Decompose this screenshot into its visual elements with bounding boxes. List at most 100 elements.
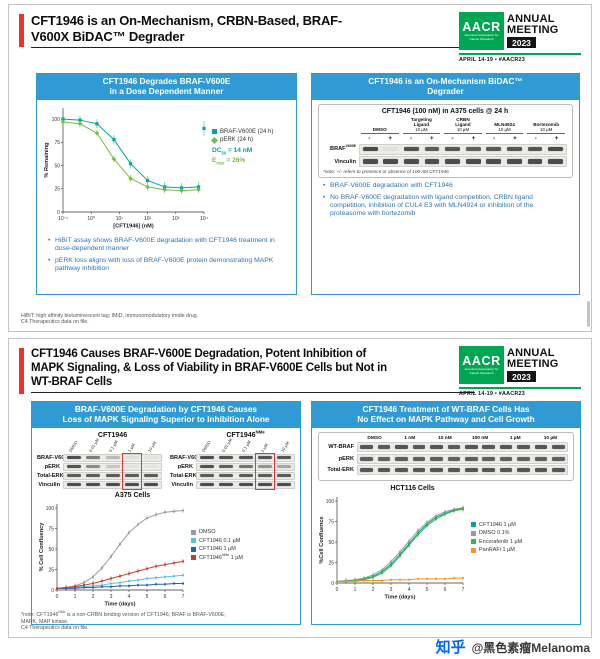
blot-lane bbox=[393, 443, 410, 451]
blot-lane bbox=[142, 473, 161, 479]
blot-lane bbox=[428, 443, 445, 451]
svg-text:10⁰: 10⁰ bbox=[87, 216, 95, 222]
legend-item: CFT1946 1 µM bbox=[471, 522, 575, 528]
panel-body: CFT1946 (100 nM) in A375 cells @ 24 h DM… bbox=[312, 100, 579, 294]
group-label-line: Ligand bbox=[413, 121, 430, 127]
blot-band bbox=[277, 465, 292, 469]
legend-swatch bbox=[191, 555, 196, 561]
svg-text:% Remaining: % Remaining bbox=[44, 141, 50, 177]
blot-row-label: BRAF-V600E bbox=[37, 454, 72, 461]
blot-band bbox=[447, 456, 461, 461]
blot-lane bbox=[216, 455, 235, 461]
blot-lane bbox=[393, 466, 410, 474]
blot-band bbox=[144, 465, 159, 469]
blot-band bbox=[486, 146, 502, 152]
blot-row: BRAF-V600E bbox=[37, 454, 162, 462]
lane-label-text: 1 µM bbox=[127, 441, 137, 453]
panel-header-line: CFT1946 Degrades BRAF-V600E bbox=[102, 76, 231, 86]
blot-group-label: DMSO bbox=[361, 117, 399, 134]
blot-band bbox=[552, 456, 565, 461]
svg-text:0: 0 bbox=[51, 588, 54, 594]
svg-text:% Cell Confluency: % Cell Confluency bbox=[39, 522, 45, 572]
blot-row-label: Total-ERK bbox=[327, 467, 354, 474]
blot-row-label: Vinculin bbox=[38, 481, 60, 488]
blot-lane bbox=[515, 455, 532, 463]
blot-lane bbox=[445, 443, 462, 451]
scrollbar-thumb[interactable] bbox=[587, 301, 590, 327]
slide-2: CFT1946 Causes BRAF-V600E Degradation, P… bbox=[8, 338, 592, 638]
blot-strip bbox=[359, 156, 567, 167]
svg-text:100: 100 bbox=[52, 117, 61, 123]
blot-row-label: pERK bbox=[177, 463, 193, 470]
aacr-year-badge: 2023 bbox=[507, 371, 536, 382]
group-label-line: CRBN bbox=[456, 116, 470, 122]
blot-band bbox=[105, 474, 120, 478]
svg-text:25: 25 bbox=[328, 560, 334, 566]
blot-band bbox=[199, 465, 214, 469]
aacr-divider bbox=[459, 386, 581, 389]
blot-band bbox=[447, 445, 461, 450]
svg-text:100: 100 bbox=[326, 498, 335, 504]
blot-conc-label: 1 µM bbox=[509, 435, 521, 441]
blot-band bbox=[277, 456, 292, 460]
aacr-logo-mark: AACR American Association for Cancer Res… bbox=[459, 346, 504, 384]
slide1-header: CFT1946 is an On-Mechanism, CRBN-Based, … bbox=[9, 5, 591, 63]
svg-text:5: 5 bbox=[146, 594, 149, 600]
svg-text:%Cell Confluence: %Cell Confluence bbox=[319, 516, 325, 563]
watermark-handle: @黑色素瘤Melanoma bbox=[471, 641, 590, 655]
legend-item: DMSO bbox=[191, 529, 295, 535]
legend-item: pERK (24 h) bbox=[210, 136, 291, 144]
bullet-item: HiBiT assay shows BRAF-V600E degradation… bbox=[48, 237, 287, 253]
legend-item: DMSO 0.1% bbox=[471, 530, 575, 536]
svg-text:10⁴: 10⁴ bbox=[200, 216, 208, 222]
group-label-line: Targeting bbox=[410, 116, 432, 122]
legend-label: CFT1946 1 µM bbox=[199, 546, 236, 553]
blot-band bbox=[360, 456, 373, 461]
chart-row: 0 25 50 75 100 0 1 2 3 4 5 6 7 Time (days) %Cell Confl… bbox=[317, 492, 575, 605]
blot-band bbox=[360, 468, 373, 473]
svg-text:4: 4 bbox=[128, 594, 131, 600]
blot-lane-labels: DMSO 0.01 µM 0.1 µM 1 µM 10 µM bbox=[170, 437, 295, 453]
blot-sign: - bbox=[409, 135, 413, 142]
blot-row: Vinculin bbox=[323, 156, 567, 167]
svg-text:100: 100 bbox=[46, 506, 55, 512]
svg-text:10⁻¹: 10⁻¹ bbox=[58, 216, 68, 222]
svg-text:5: 5 bbox=[426, 587, 429, 593]
blot-band bbox=[199, 483, 214, 487]
panel-body: CFT1946 DMSO 0.01 µM 0.1 µM 1 µM 10 µM BRAF-V… bbox=[32, 428, 300, 624]
legend-swatch bbox=[212, 129, 217, 135]
panel-header: BRAF-V600E Degradation by CFT1946 Causes… bbox=[32, 402, 300, 428]
blot-group-label: MLN4924 10 µM bbox=[485, 117, 524, 134]
blot-row-label: WT-BRAF bbox=[328, 444, 354, 451]
blot-band bbox=[362, 159, 378, 164]
legend-label: CFT1946 1 µM bbox=[479, 521, 516, 528]
blot-lane bbox=[255, 482, 274, 488]
aacr-logo: AACR American Association for Cancer Res… bbox=[459, 346, 581, 397]
blot-band bbox=[499, 456, 513, 461]
svg-text:6: 6 bbox=[164, 594, 167, 600]
blot-lane bbox=[545, 157, 566, 166]
aacr-logo-top: AACR American Association for Cancer Res… bbox=[459, 346, 581, 384]
blot-band bbox=[507, 159, 522, 164]
slide1-title: CFT1946 is an On-Mechanism, CRBN-Based, … bbox=[31, 13, 475, 48]
legend-item: CFT1946NMe 1 µM bbox=[191, 553, 295, 561]
blot-band bbox=[257, 456, 272, 460]
blot-row-label: Total-ERK bbox=[37, 472, 64, 479]
blot-band bbox=[395, 468, 408, 473]
blot-band bbox=[219, 456, 234, 460]
svg-text:0: 0 bbox=[57, 209, 60, 215]
title-line: MAPK Signaling, & Loss of Viability in B… bbox=[31, 362, 387, 374]
blot-lane bbox=[360, 145, 381, 154]
legend-label: PanRAFi 1 µM bbox=[479, 547, 515, 554]
aacr-acronym: AACR bbox=[462, 19, 501, 34]
title-line: CFT1946 is an On-Mechanism, CRBN-Based, … bbox=[31, 13, 343, 28]
panel-mapk-degradation: BRAF-V600E Degradation by CFT1946 Causes… bbox=[31, 401, 301, 625]
aacr-meeting-block: ANNUAL MEETING 2023 bbox=[507, 12, 559, 50]
chart-canvas: 0 25 50 75 100 0 1 2 3 4 5 6 7 Time (days) % Cell Conf… bbox=[39, 504, 185, 608]
blot-band bbox=[464, 445, 478, 450]
blot-band bbox=[257, 474, 272, 478]
blot-conc-label: 1 nM bbox=[404, 435, 416, 441]
blot-group-labels: DMSO Targeting Ligand 10 µM CRBN Ligand 10 µM M… bbox=[323, 117, 567, 134]
svg-text:3: 3 bbox=[390, 587, 393, 593]
